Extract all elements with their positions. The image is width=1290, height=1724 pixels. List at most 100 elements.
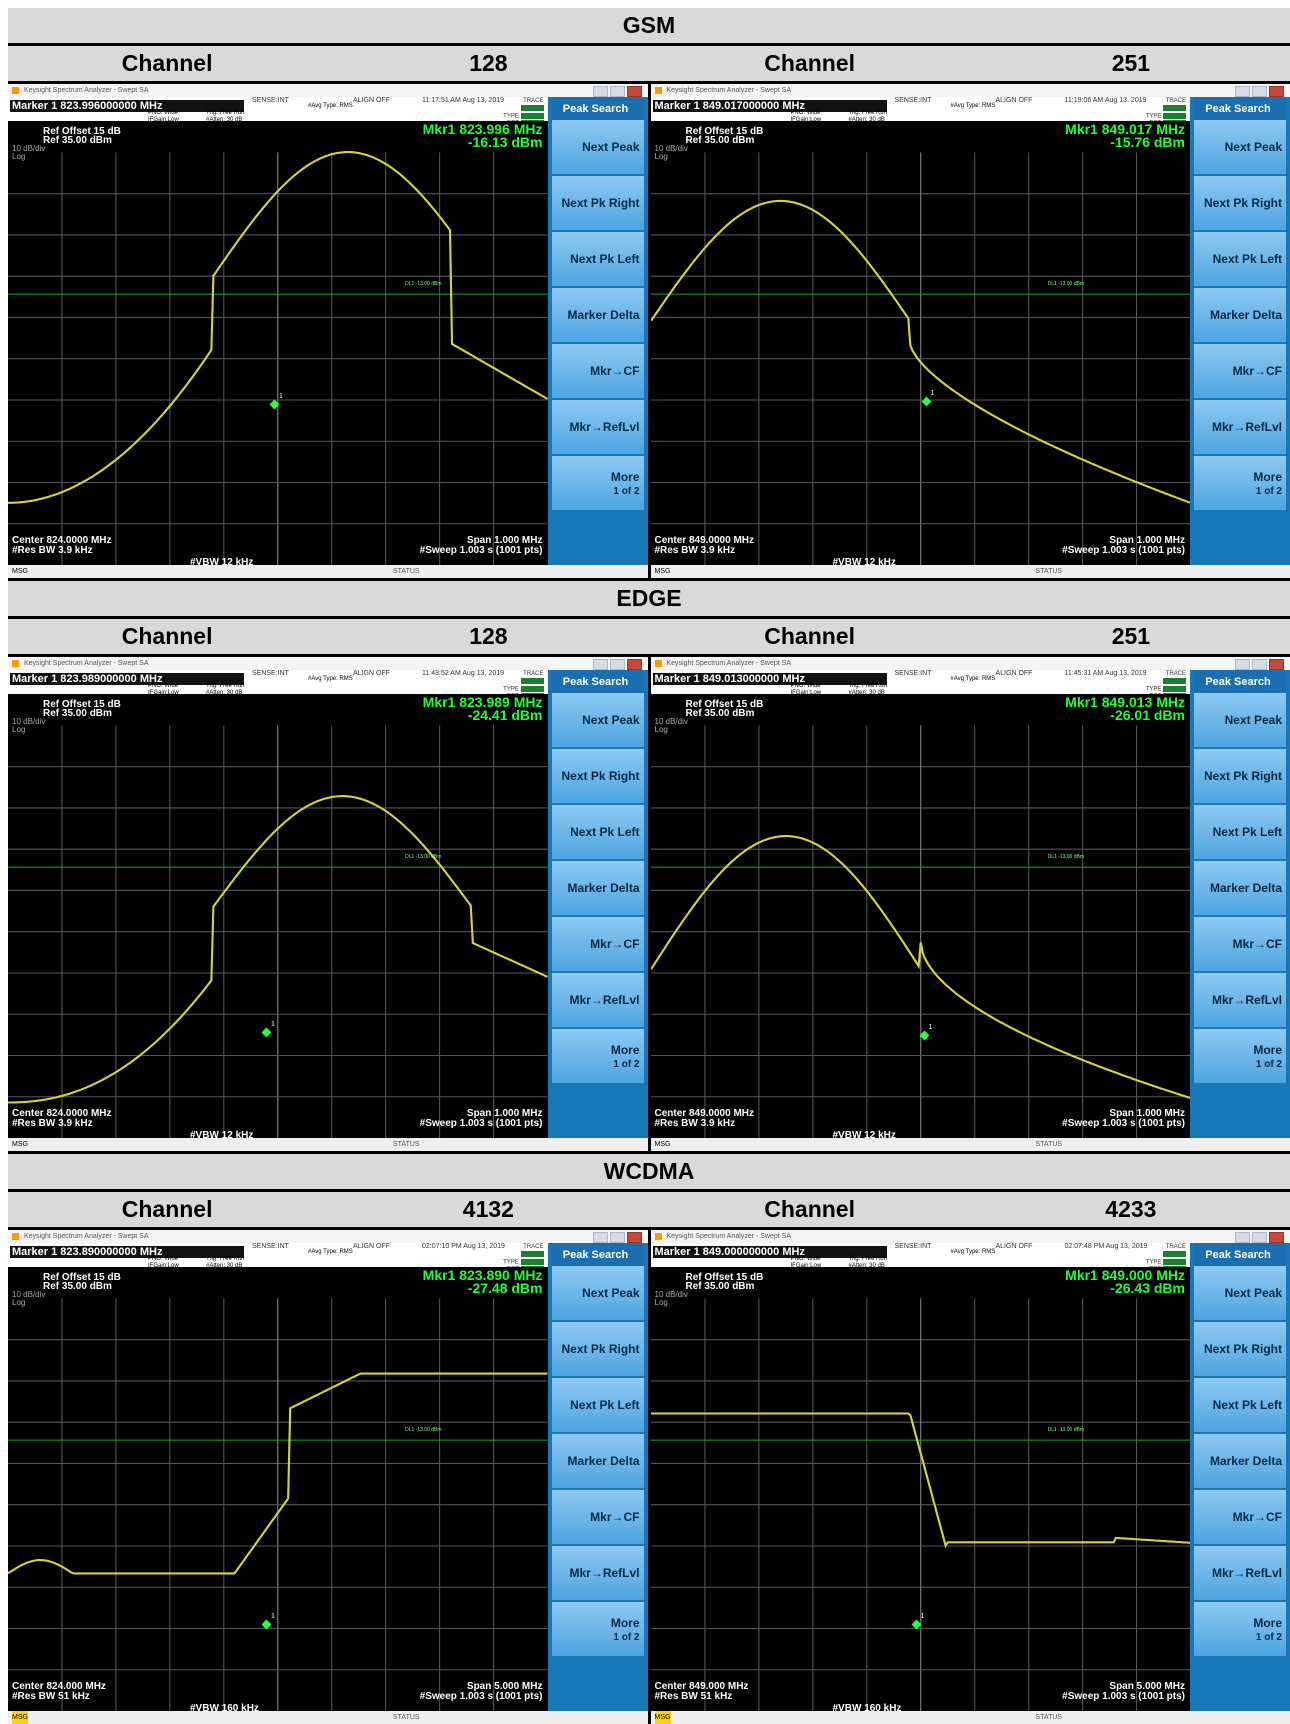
sense-status: SENSE:INT xyxy=(895,1243,932,1250)
minimize-icon[interactable] xyxy=(1235,1232,1250,1243)
more-label: More xyxy=(1253,470,1282,484)
softkey-marker-delta[interactable]: Marker Delta xyxy=(552,1434,644,1488)
status-label: STATUS xyxy=(393,565,420,578)
softkey-next-pk-left[interactable]: Next Pk Left xyxy=(1194,232,1286,286)
softkey-next-pk-right[interactable]: Next Pk Right xyxy=(552,176,644,230)
softkey-next-pk-left[interactable]: Next Pk Left xyxy=(552,1378,644,1432)
softkey-next-pk-left[interactable]: Next Pk Left xyxy=(1194,1378,1286,1432)
section-title-gsm: GSM xyxy=(8,8,1290,43)
softkey-mkr-cf[interactable]: Mkr→CF xyxy=(552,344,644,398)
close-icon[interactable] xyxy=(1269,86,1284,97)
ref-level: Ref 35.00 dBm xyxy=(43,135,112,146)
softkey-next-pk-right[interactable]: Next Pk Right xyxy=(552,749,644,803)
softkey-mkr-cf[interactable]: Mkr→CF xyxy=(552,1490,644,1544)
minimize-icon[interactable] xyxy=(1235,659,1250,670)
channel-value-2: 4233 xyxy=(972,1192,1290,1227)
softkey-next-pk-left[interactable]: Next Pk Left xyxy=(552,232,644,286)
maximize-icon[interactable] xyxy=(610,659,625,670)
softkey-marker-delta[interactable]: Marker Delta xyxy=(1194,1434,1286,1488)
softkey-mkr-cf[interactable]: Mkr→CF xyxy=(1194,1490,1286,1544)
softkey-marker-delta[interactable]: Marker Delta xyxy=(552,288,644,342)
softkey-mkr-reflvl[interactable]: Mkr→RefLvl xyxy=(552,400,644,454)
softkey-next-peak[interactable]: Next Peak xyxy=(552,120,644,174)
maximize-icon[interactable] xyxy=(1252,1232,1267,1243)
softkey-mkr-reflvl[interactable]: Mkr→RefLvl xyxy=(552,1546,644,1600)
minimize-icon[interactable] xyxy=(593,86,608,97)
softkey-mkr-reflvl[interactable]: Mkr→RefLvl xyxy=(1194,973,1286,1027)
minimize-icon[interactable] xyxy=(1235,86,1250,97)
display-line-label: DL1 -13.00 dBm xyxy=(1048,854,1084,860)
marker-level: -26.01 dBm xyxy=(1110,707,1185,723)
softkey-next-pk-right[interactable]: Next Pk Right xyxy=(1194,1322,1286,1376)
spectrum-svg xyxy=(651,1267,1191,1711)
more-label: More xyxy=(611,1616,640,1630)
ref-level: Ref 35.00 dBm xyxy=(43,708,112,719)
softkey-mkr-cf[interactable]: Mkr→CF xyxy=(552,917,644,971)
trigger-label: Trig: Free Run xyxy=(206,683,244,689)
softkey-peak-search[interactable]: Peak Search xyxy=(1194,97,1286,120)
softkey-marker-delta[interactable]: Marker Delta xyxy=(1194,288,1286,342)
softkey-mkr-cf[interactable]: Mkr→CF xyxy=(1194,344,1286,398)
sense-status: SENSE:INT xyxy=(895,670,932,677)
softkey-next-pk-right[interactable]: Next Pk Right xyxy=(1194,176,1286,230)
status-label: STATUS xyxy=(1036,1711,1063,1724)
close-icon[interactable] xyxy=(1269,1232,1284,1243)
maximize-icon[interactable] xyxy=(610,1232,625,1243)
minimize-icon[interactable] xyxy=(593,659,608,670)
close-icon[interactable] xyxy=(627,659,642,670)
timestamp: 11:17:51 AM Aug 13, 2019 xyxy=(422,97,504,104)
softkey-peak-search[interactable]: Peak Search xyxy=(1194,670,1286,693)
softkey-peak-search[interactable]: Peak Search xyxy=(552,97,644,120)
softkey-next-peak[interactable]: Next Peak xyxy=(552,1266,644,1320)
close-icon[interactable] xyxy=(1269,659,1284,670)
softkey-next-peak[interactable]: Next Peak xyxy=(1194,693,1286,747)
marker-level: -24.41 dBm xyxy=(468,707,543,723)
close-icon[interactable] xyxy=(627,1232,642,1243)
softkey-peak-search[interactable]: Peak Search xyxy=(552,1243,644,1266)
maximize-icon[interactable] xyxy=(1252,659,1267,670)
softkey-marker-delta[interactable]: Marker Delta xyxy=(552,861,644,915)
softkey-marker-delta[interactable]: Marker Delta xyxy=(1194,861,1286,915)
softkey-next-peak[interactable]: Next Peak xyxy=(1194,120,1286,174)
softkey-next-pk-right[interactable]: Next Pk Right xyxy=(1194,749,1286,803)
softkey-peak-search[interactable]: Peak Search xyxy=(1194,1243,1286,1266)
channel-label-2: Channel xyxy=(651,619,969,654)
softkey-mkr-reflvl[interactable]: Mkr→RefLvl xyxy=(1194,1546,1286,1600)
softkey-next-pk-left[interactable]: Next Pk Left xyxy=(1194,805,1286,859)
maximize-icon[interactable] xyxy=(1252,86,1267,97)
minimize-icon[interactable] xyxy=(593,1232,608,1243)
active-marker-readout: Mkr1 849.013 MHz-26.01 dBm xyxy=(1065,696,1185,722)
softkey-mkr-reflvl[interactable]: Mkr→RefLvl xyxy=(552,973,644,1027)
softkey-peak-search[interactable]: Peak Search xyxy=(552,670,644,693)
softkey-next-pk-right[interactable]: Next Pk Right xyxy=(552,1322,644,1376)
softkey-next-peak[interactable]: Next Peak xyxy=(552,693,644,747)
resolution-bandwidth: #Res BW 51 kHz xyxy=(12,1691,90,1702)
close-icon[interactable] xyxy=(627,86,642,97)
softkey-next-pk-left[interactable]: Next Pk Left xyxy=(552,805,644,859)
maximize-icon[interactable] xyxy=(610,86,625,97)
trace-status: TRACE TYPE DET xyxy=(500,98,544,119)
avg-type: #Avg Type: RMS xyxy=(308,1249,353,1256)
softkey-mkr-cf[interactable]: Mkr→CF xyxy=(1194,917,1286,971)
softkey-mkr-reflvl[interactable]: Mkr→RefLvl xyxy=(1194,400,1286,454)
softkey-next-peak[interactable]: Next Peak xyxy=(1194,1266,1286,1320)
